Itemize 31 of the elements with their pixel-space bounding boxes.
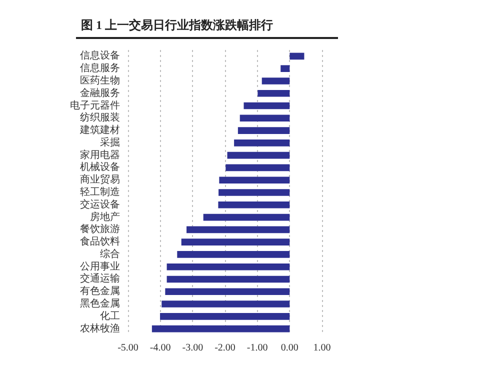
x-tick-label: 1.00 — [313, 342, 331, 354]
chart-title: 图 1 上一交易日行业指数涨跌幅排行 — [81, 18, 273, 32]
x-tick-label: -5.00 — [118, 342, 138, 354]
y-tick-label: 商业贸易 — [80, 174, 120, 186]
y-tick-label: 黑色金属 — [80, 298, 120, 310]
x-tick-label: -3.00 — [182, 342, 204, 354]
y-tick-label: 医药生物 — [80, 74, 120, 86]
y-tick-label: 食品饮料 — [80, 236, 120, 248]
y-tick-label: 农林牧渔 — [80, 322, 120, 334]
y-tick-label: 交运设备 — [80, 198, 120, 210]
y-tick-label: 综合 — [100, 248, 120, 260]
y-tick-label: 交通运输 — [80, 272, 120, 285]
y-tick-label: 餐饮旅游 — [80, 223, 120, 236]
y-tick-label: 建筑建材 — [79, 124, 120, 136]
y-tick-label: 轻工制造 — [80, 186, 120, 198]
x-tick-label: 0.00 — [280, 342, 298, 354]
y-tick-label: 纺织服装 — [80, 112, 120, 124]
y-tick-label: 电子元器件 — [70, 99, 120, 112]
x-tick-label: -4.00 — [150, 342, 171, 354]
y-tick-label: 家用电器 — [80, 148, 120, 161]
y-tick-label: 化工 — [100, 310, 120, 322]
y-tick-label: 采掘 — [100, 136, 120, 148]
y-tick-label: 信息服务 — [80, 62, 120, 74]
y-tick-label: 有色金属 — [80, 285, 120, 298]
x-tick-label: -1.00 — [246, 342, 268, 354]
y-tick-label: 机械设备 — [80, 161, 120, 174]
y-tick-label: 公用事业 — [80, 260, 120, 272]
x-tick-label: -2.00 — [214, 342, 236, 354]
y-tick-label: 信息设备 — [80, 50, 120, 62]
y-tick-label: 金融服务 — [80, 86, 120, 99]
y-tick-label: 房地产 — [90, 210, 120, 223]
